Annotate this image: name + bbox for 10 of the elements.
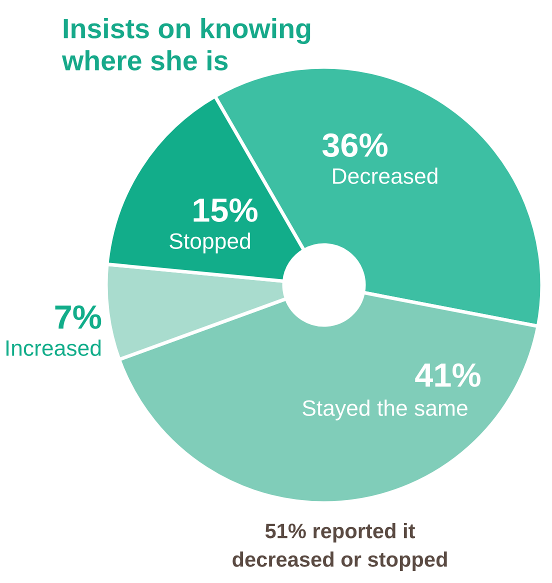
data-label: 15% [194, 198, 258, 222]
data-label: 41% [415, 363, 480, 387]
text: 51% reported it decreased or stopped [232, 523, 447, 571]
slice-label: Increased [6, 340, 101, 356]
slice-label: Decreased [333, 168, 438, 184]
slice-label: Stayed the same [302, 400, 468, 420]
slice-label: Stopped [170, 232, 250, 254]
data-label: 7% [55, 305, 102, 329]
chart-title: Insists on knowing where she is [62, 18, 310, 70]
data-label: 36% [322, 133, 388, 157]
